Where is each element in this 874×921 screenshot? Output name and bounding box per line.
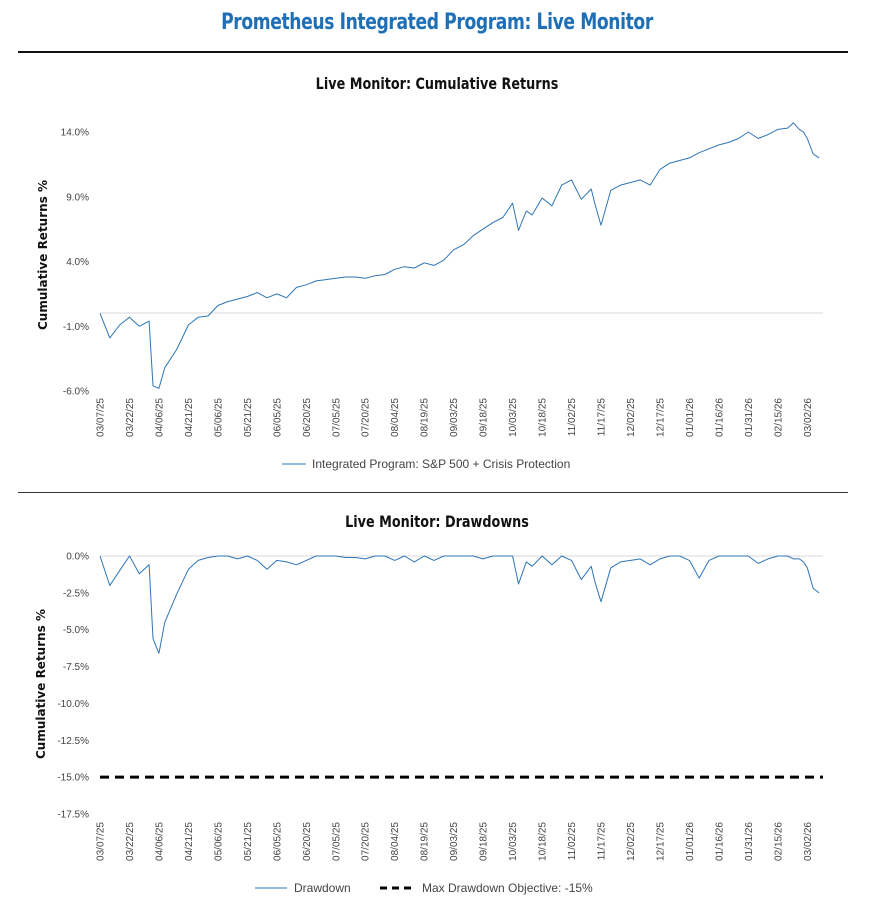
x-tick-label: 01/01/26 bbox=[685, 822, 696, 861]
x-tick-label: 07/20/25 bbox=[361, 398, 372, 437]
x-tick-label: 03/07/25 bbox=[96, 398, 107, 437]
x-tick-label: 02/15/26 bbox=[773, 822, 784, 861]
x-tick-label: 01/31/26 bbox=[744, 398, 755, 437]
x-tick-label: 06/05/25 bbox=[272, 398, 283, 437]
x-tick-label: 02/15/26 bbox=[773, 398, 784, 437]
x-tick-label: 11/02/25 bbox=[567, 398, 578, 437]
y-tick-label: -17.5% bbox=[57, 810, 89, 821]
legend-label-objective: Max Drawdown Objective: -15% bbox=[422, 881, 593, 895]
y-tick-label: -10.0% bbox=[57, 699, 89, 710]
x-tick-label: 10/18/25 bbox=[538, 822, 549, 861]
x-tick-label: 08/19/25 bbox=[420, 822, 431, 861]
x-tick-label: 09/18/25 bbox=[479, 822, 490, 861]
x-tick-label: 03/07/25 bbox=[96, 822, 107, 861]
x-tick-label: 07/20/25 bbox=[361, 822, 372, 861]
x-tick-label: 04/06/25 bbox=[154, 398, 165, 437]
x-tick-label: 01/16/26 bbox=[714, 822, 725, 861]
x-tick-label: 10/03/25 bbox=[508, 822, 519, 861]
x-tick-label: 10/03/25 bbox=[508, 398, 519, 437]
x-tick-label: 09/18/25 bbox=[479, 398, 490, 437]
x-tick-label: 01/01/26 bbox=[685, 398, 696, 437]
y-tick-label: -1.0% bbox=[63, 322, 89, 333]
section-divider bbox=[18, 492, 848, 493]
drawdown-line bbox=[99, 555, 820, 654]
x-tick-label: 05/06/25 bbox=[213, 398, 224, 437]
cumulative-returns-chart: 14.0% 9.0% 4.0% -1.0% -6.0% 03/07/25 03/22/25 0… bbox=[36, 122, 823, 471]
x-tick-label: 03/02/26 bbox=[803, 398, 814, 437]
x-tick-label: 05/21/25 bbox=[243, 398, 254, 437]
chart-title-drawdowns: Live Monitor: Drawdowns bbox=[345, 512, 529, 531]
x-tick-label: 03/02/26 bbox=[803, 822, 814, 861]
y-tick-label: 4.0% bbox=[66, 257, 89, 268]
title-divider bbox=[18, 51, 848, 53]
x-tick-label: 01/16/26 bbox=[714, 398, 725, 437]
x-tick-label: 07/05/25 bbox=[331, 822, 342, 861]
x-tick-label: 12/17/25 bbox=[655, 822, 666, 861]
x-tick-label: 08/04/25 bbox=[390, 822, 401, 861]
x-tick-label: 08/04/25 bbox=[390, 398, 401, 437]
chart-title-cumulative: Live Monitor: Cumulative Returns bbox=[315, 74, 559, 93]
x-tick-label: 11/17/25 bbox=[596, 822, 607, 861]
x-tick-label: 11/17/25 bbox=[596, 398, 607, 437]
y-tick-label: -12.5% bbox=[57, 736, 89, 747]
x-tick-label: 09/03/25 bbox=[449, 822, 460, 861]
x-tick-label: 04/21/25 bbox=[184, 398, 195, 437]
x-tick-label: 12/17/25 bbox=[655, 398, 666, 437]
x-tick-label: 10/18/25 bbox=[538, 398, 549, 437]
x-tick-label: 06/05/25 bbox=[272, 822, 283, 861]
x-tick-label: 08/19/25 bbox=[420, 398, 431, 437]
x-tick-label: 04/06/25 bbox=[154, 822, 165, 861]
x-tick-label: 12/02/25 bbox=[626, 398, 637, 437]
x-tick-label: 03/22/25 bbox=[125, 398, 136, 437]
x-tick-label: 01/31/26 bbox=[744, 822, 755, 861]
legend-label-drawdown: Drawdown bbox=[294, 881, 351, 895]
drawdowns-chart: 0.0% -2.5% -5.0% -7.5% -10.0% -12.5% -15.0% -17… bbox=[34, 552, 823, 895]
x-tick-label: 03/22/25 bbox=[125, 822, 136, 861]
x-tick-label: 12/02/25 bbox=[626, 822, 637, 861]
y-tick-label: -2.5% bbox=[63, 588, 89, 599]
y-axis-title: Cumulative Returns % bbox=[34, 609, 48, 759]
x-tick-label: 09/03/25 bbox=[449, 398, 460, 437]
y-tick-label: -5.0% bbox=[63, 625, 89, 636]
x-tick-label: 06/20/25 bbox=[302, 822, 313, 861]
y-axis-title: Cumulative Returns % bbox=[36, 180, 50, 330]
cumulative-returns-line bbox=[99, 122, 820, 389]
y-tick-label: -7.5% bbox=[63, 662, 89, 673]
y-tick-label: 9.0% bbox=[66, 192, 89, 203]
page-title: Prometheus Integrated Program: Live Moni… bbox=[221, 10, 653, 35]
x-tick-label: 04/21/25 bbox=[184, 822, 195, 861]
x-tick-label: 06/20/25 bbox=[302, 398, 313, 437]
y-tick-label: 14.0% bbox=[61, 128, 89, 139]
legend-label: Integrated Program: S&P 500 + Crisis Pro… bbox=[312, 457, 570, 471]
x-tick-label: 11/02/25 bbox=[567, 822, 578, 861]
x-tick-label: 07/05/25 bbox=[331, 398, 342, 437]
y-tick-label: 0.0% bbox=[66, 552, 89, 563]
y-tick-label: -15.0% bbox=[57, 773, 89, 784]
x-tick-label: 05/21/25 bbox=[243, 822, 254, 861]
y-tick-label: -6.0% bbox=[63, 387, 89, 398]
x-tick-label: 05/06/25 bbox=[213, 822, 224, 861]
